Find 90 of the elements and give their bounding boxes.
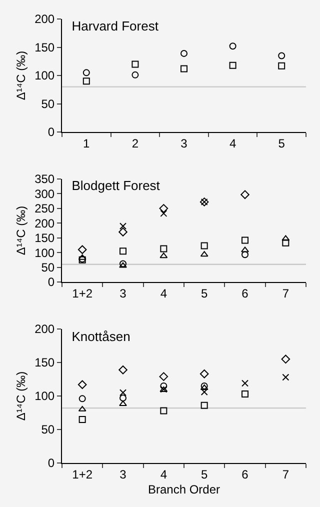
x-tick-label: 7	[282, 467, 290, 482]
y-tick-label: 150	[34, 231, 55, 246]
y-tick-label: 350	[34, 172, 55, 186]
chart-title: Knottåsen	[72, 328, 130, 344]
point	[160, 252, 168, 258]
y-tick-label: 50	[41, 96, 55, 111]
point	[180, 50, 188, 57]
point	[159, 372, 168, 381]
chart-title: Blodgett Forest	[72, 178, 160, 194]
x-tick-label: 6	[242, 467, 249, 482]
point	[278, 52, 286, 60]
x-tick-label: 4	[160, 467, 168, 482]
x-tick-label: 4	[229, 136, 236, 150]
y-tick-label: 100	[34, 68, 55, 83]
point	[120, 389, 126, 396]
point	[281, 354, 290, 364]
x-tick-label: 6	[242, 286, 249, 300]
x-tick-label: 5	[200, 467, 208, 482]
point	[160, 210, 168, 217]
point	[78, 395, 86, 402]
point	[132, 60, 139, 68]
point	[278, 62, 286, 70]
y-axis-title: Δ¹⁴C (‰)	[14, 50, 28, 100]
y-axis-title: Δ¹⁴C (‰)	[14, 371, 28, 421]
x-tick-label: 1+2	[72, 467, 93, 482]
point	[242, 251, 248, 258]
x-tick-label: 3	[120, 286, 127, 300]
point	[242, 380, 248, 387]
point	[78, 380, 87, 390]
point	[119, 262, 127, 268]
point	[120, 248, 126, 255]
point	[200, 242, 208, 250]
x-tick-label: 1	[83, 136, 90, 150]
point	[180, 65, 188, 72]
x-axis-title: Branch Order	[148, 482, 220, 496]
x-tick-label: 1+2	[72, 286, 93, 300]
point	[200, 382, 208, 390]
point	[242, 390, 248, 398]
y-tick-label: 0	[48, 456, 55, 470]
y-tick-label: 50	[41, 422, 55, 437]
point	[200, 369, 209, 378]
point	[78, 245, 87, 254]
x-tick-label: 3	[180, 136, 188, 150]
point	[241, 246, 249, 252]
y-tick-label: 300	[34, 186, 55, 201]
chart-title: Harvard Forest	[72, 18, 159, 34]
point	[120, 394, 126, 402]
y-tick-label: 0	[48, 125, 55, 140]
y-tick-label: 200	[34, 216, 55, 230]
x-tick-label: 4	[160, 286, 168, 300]
point	[282, 239, 290, 246]
y-tick-label: 200	[34, 322, 55, 336]
point	[282, 374, 290, 381]
y-tick-label: 150	[34, 356, 55, 370]
point	[242, 236, 248, 244]
x-tick-label: 7	[282, 286, 290, 300]
y-tick-label: 0	[48, 275, 55, 290]
y-tick-label: 250	[34, 202, 55, 216]
point	[132, 71, 139, 78]
point	[120, 222, 126, 230]
point	[200, 402, 208, 409]
point	[118, 365, 128, 374]
y-tick-label: 50	[41, 260, 55, 274]
point	[160, 382, 168, 390]
y-tick-label: 100	[34, 246, 55, 260]
point	[119, 400, 127, 406]
y-tick-label: 100	[34, 389, 55, 404]
x-tick-label: 3	[120, 467, 127, 482]
y-axis-title: Δ¹⁴C (‰)	[14, 206, 28, 256]
point	[160, 407, 168, 414]
point	[120, 260, 126, 268]
point	[229, 42, 236, 50]
point	[78, 254, 86, 260]
y-tick-label: 200	[34, 12, 55, 26]
point	[229, 62, 236, 69]
point	[82, 69, 90, 76]
x-tick-label: 2	[132, 136, 139, 150]
point	[160, 245, 168, 252]
point	[240, 190, 250, 199]
point	[200, 251, 208, 257]
x-tick-label: 5	[278, 136, 286, 150]
x-tick-label: 5	[200, 286, 208, 300]
y-tick-label: 150	[34, 40, 55, 54]
point	[282, 235, 290, 241]
point	[159, 204, 168, 213]
point	[118, 228, 128, 236]
point	[82, 78, 90, 85]
point	[200, 384, 208, 390]
point	[78, 406, 86, 412]
point	[78, 416, 86, 423]
